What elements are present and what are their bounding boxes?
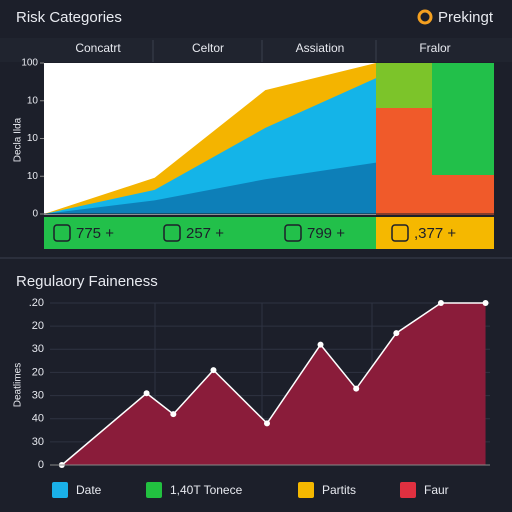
y-tick-label: 20 <box>32 366 44 378</box>
summary-icon <box>163 224 181 242</box>
block <box>432 63 494 175</box>
y-tick-label: 10 <box>27 95 39 106</box>
point <box>393 330 400 337</box>
column-header: Concatrt <box>75 41 121 55</box>
column-header: Celtor <box>192 41 224 55</box>
y-tick-label: 20 <box>32 320 44 332</box>
legend-swatch <box>146 482 162 498</box>
summary-value: ,377 + <box>414 225 456 242</box>
point <box>353 385 360 392</box>
header-title: Risk Categories <box>16 9 122 26</box>
legend-label: 1,40T Tonece <box>170 483 243 497</box>
point <box>264 420 270 427</box>
chart-title: Regulaory Faineness <box>16 273 158 290</box>
column-header: Assiation <box>296 41 345 55</box>
point <box>210 367 217 374</box>
point <box>170 411 177 418</box>
summary-cell <box>376 217 494 249</box>
summary-cell <box>44 217 154 249</box>
block <box>376 63 432 108</box>
y-tick-label: 10 <box>27 133 39 144</box>
y-tick-label: 100 <box>21 58 38 69</box>
summary-value: 799 + <box>307 225 345 242</box>
legend-swatch <box>400 482 416 498</box>
legend-label: Faur <box>424 483 449 497</box>
y-tick-label: 30 <box>32 389 44 401</box>
y-tick-label: 40 <box>32 413 44 425</box>
y-tick-label: 10 <box>27 171 39 182</box>
summary-cell <box>154 217 264 249</box>
summary-value: 775 + <box>76 225 114 242</box>
legend-swatch <box>52 482 68 498</box>
summary-icon <box>284 224 302 242</box>
y-axis-label: Decla Ilda <box>13 117 24 162</box>
area <box>44 162 376 214</box>
legend-label: Date <box>76 483 102 497</box>
brand-name: Prekingt <box>438 9 494 26</box>
line <box>61 302 486 466</box>
column-header: Fralor <box>419 41 450 55</box>
summary-icon <box>391 224 409 242</box>
area <box>61 303 486 465</box>
point <box>437 300 444 306</box>
y-axis-label: Deatlimes <box>13 363 24 407</box>
legend-label: Partits <box>322 483 356 497</box>
summary-value: 257 + <box>186 225 224 242</box>
summary-icon <box>53 224 71 242</box>
y-tick-label: 0 <box>38 459 44 471</box>
summary-cell <box>264 217 376 249</box>
point <box>143 390 150 397</box>
y-tick-label: 30 <box>32 436 44 448</box>
y-tick-label: 30 <box>32 343 44 355</box>
brand-logo <box>417 9 433 25</box>
block <box>432 175 494 215</box>
block <box>376 108 432 215</box>
point <box>482 300 489 306</box>
column-header-band <box>0 38 512 62</box>
point <box>317 341 324 348</box>
y-tick-label: .20 <box>29 297 44 309</box>
y-tick-label: 0 <box>32 209 38 220</box>
legend-swatch <box>298 482 314 498</box>
